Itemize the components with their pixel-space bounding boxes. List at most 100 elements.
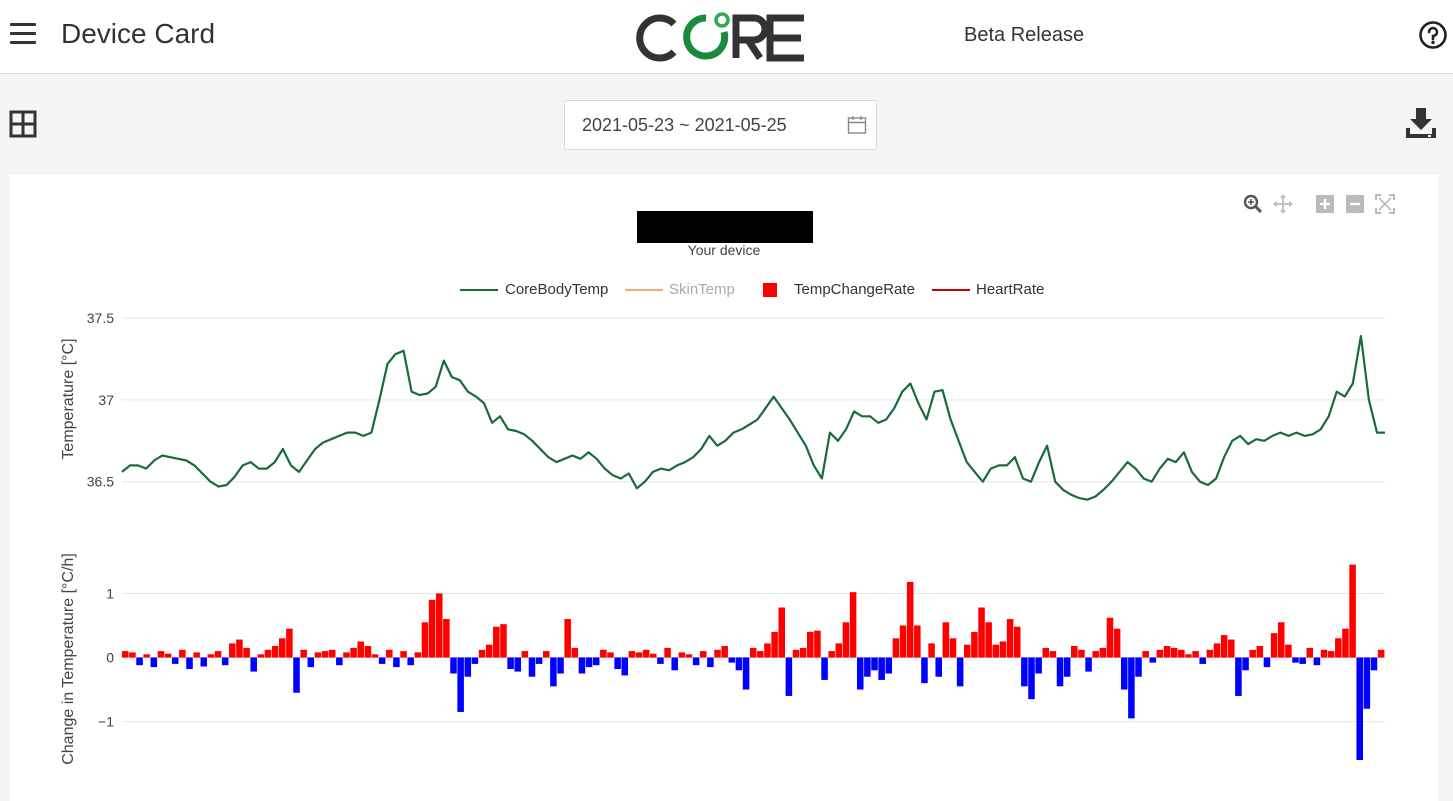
temp-change-bar bbox=[1071, 645, 1078, 658]
temp-change-bar bbox=[1006, 619, 1014, 658]
temp-change-bar bbox=[1285, 644, 1292, 658]
temp-change-bar bbox=[1320, 649, 1328, 658]
temp-change-bar bbox=[821, 657, 828, 680]
temp-change-bar bbox=[807, 631, 814, 658]
temp-change-bar bbox=[357, 641, 365, 658]
temp-change-bar bbox=[1106, 617, 1114, 658]
temp-change-bar bbox=[1342, 628, 1349, 658]
temp-change-bar bbox=[828, 651, 835, 658]
temperature-tick-label: 37.5 bbox=[87, 310, 114, 326]
date-range-picker[interactable]: 2021-05-23 ~ 2021-05-25 bbox=[564, 100, 877, 150]
temp-change-bar bbox=[1213, 643, 1221, 658]
temp-change-bar bbox=[293, 657, 300, 693]
temp-change-bar bbox=[1356, 657, 1363, 760]
temp-change-bar bbox=[799, 647, 807, 658]
temp-change-bar bbox=[443, 619, 450, 658]
temp-change-bar bbox=[621, 657, 629, 676]
temp-change-bar bbox=[600, 649, 607, 658]
temp-change-bar bbox=[521, 651, 529, 658]
temp-change-bar bbox=[1235, 657, 1242, 696]
temp-change-bar bbox=[914, 625, 921, 658]
temp-change-bar bbox=[243, 647, 250, 658]
zoom-out-icon[interactable] bbox=[1344, 193, 1366, 215]
temp-change-bar bbox=[171, 657, 179, 664]
temp-change-bar bbox=[1149, 657, 1157, 663]
legend-item-heartrate[interactable]: HeartRate bbox=[932, 279, 1052, 301]
temp-change-bar bbox=[321, 651, 329, 658]
temp-change-bar bbox=[899, 625, 907, 658]
temperature-tick-label: 36.5 bbox=[87, 474, 114, 490]
date-range-value: 2021-05-23 ~ 2021-05-25 bbox=[582, 115, 787, 135]
temp-change-bar bbox=[1377, 649, 1385, 658]
temp-change-bar bbox=[264, 649, 272, 658]
temp-change-bar bbox=[179, 649, 186, 658]
temp-change-bar bbox=[471, 657, 479, 664]
temp-change-bar bbox=[378, 657, 386, 664]
zoom-in-icon[interactable] bbox=[1314, 193, 1336, 215]
legend-item-skintemp[interactable]: SkinTemp bbox=[625, 279, 745, 301]
temp-change-bar bbox=[1327, 651, 1335, 658]
temp-change-bar bbox=[1056, 657, 1064, 687]
zoom-icon[interactable] bbox=[1242, 193, 1264, 215]
temp-change-bar bbox=[1270, 633, 1278, 658]
autoscale-icon[interactable] bbox=[1374, 193, 1396, 215]
temp-change-bar bbox=[164, 653, 172, 658]
chart-plot-area[interactable]: 36.5 37 37.5 −1 0 1 bbox=[10, 175, 1438, 801]
temp-change-bar bbox=[1185, 654, 1192, 658]
temp-change-bar bbox=[578, 657, 586, 674]
legend-swatch bbox=[460, 289, 498, 291]
temp-change-bar bbox=[628, 651, 636, 658]
temp-change-bar bbox=[200, 657, 208, 667]
temp-change-bar bbox=[457, 657, 464, 712]
download-icon[interactable] bbox=[1404, 106, 1438, 140]
temp-change-bar bbox=[493, 626, 500, 658]
temp-change-bar bbox=[528, 657, 536, 677]
temp-change-bar bbox=[892, 638, 900, 658]
temp-change-bar bbox=[150, 657, 158, 668]
temp-change-bar bbox=[1335, 638, 1342, 658]
temp-change-bar bbox=[236, 639, 243, 658]
temp-change-bar bbox=[699, 651, 707, 658]
temp-change-bar bbox=[514, 657, 521, 672]
temp-change-bar bbox=[257, 654, 265, 658]
temp-change-bar bbox=[856, 657, 864, 690]
temp-change-bar bbox=[849, 592, 857, 658]
temp-change-bar bbox=[1021, 657, 1028, 687]
temp-change-bar bbox=[1206, 649, 1214, 658]
temp-change-bar bbox=[407, 657, 414, 666]
temp-change-bar bbox=[814, 630, 821, 658]
temp-change-bar bbox=[307, 657, 315, 668]
temp-change-bar bbox=[1078, 649, 1085, 658]
legend-item-corebodytemp[interactable]: CoreBodyTemp bbox=[460, 279, 620, 301]
temp-change-bar bbox=[906, 581, 914, 658]
temp-change-bar bbox=[664, 647, 671, 658]
temp-change-bar bbox=[1349, 564, 1356, 658]
temp-change-bar bbox=[757, 651, 764, 658]
temp-change-bar bbox=[450, 657, 457, 674]
pan-icon[interactable] bbox=[1272, 193, 1294, 215]
temp-change-bar bbox=[992, 644, 1000, 658]
temp-change-bar bbox=[1142, 651, 1149, 658]
temp-change-bar bbox=[1092, 651, 1099, 658]
temp-change-bar bbox=[742, 657, 750, 690]
temp-change-bar bbox=[400, 651, 407, 658]
legend-item-tempchangerate[interactable]: TempChangeRate bbox=[760, 279, 920, 301]
temp-change-bar bbox=[785, 657, 793, 696]
temp-change-bar bbox=[1256, 645, 1264, 658]
temp-change-bar bbox=[1299, 657, 1306, 664]
help-icon[interactable] bbox=[1418, 20, 1448, 50]
temp-change-bar bbox=[721, 645, 728, 658]
temp-change-bar bbox=[749, 647, 757, 658]
temp-change-bar bbox=[286, 628, 293, 658]
temp-change-bar bbox=[229, 643, 236, 658]
menu-icon[interactable] bbox=[10, 23, 36, 47]
page-title: Device Card bbox=[61, 18, 216, 49]
legend-swatch bbox=[625, 289, 663, 291]
temp-change-bar bbox=[1156, 649, 1164, 658]
grid-view-icon[interactable] bbox=[9, 110, 37, 138]
temp-change-bar bbox=[871, 657, 878, 671]
calendar-icon[interactable] bbox=[847, 115, 867, 135]
temp-change-bar bbox=[1277, 622, 1285, 658]
temp-change-bar bbox=[557, 657, 564, 674]
temp-change-bar bbox=[122, 651, 129, 658]
